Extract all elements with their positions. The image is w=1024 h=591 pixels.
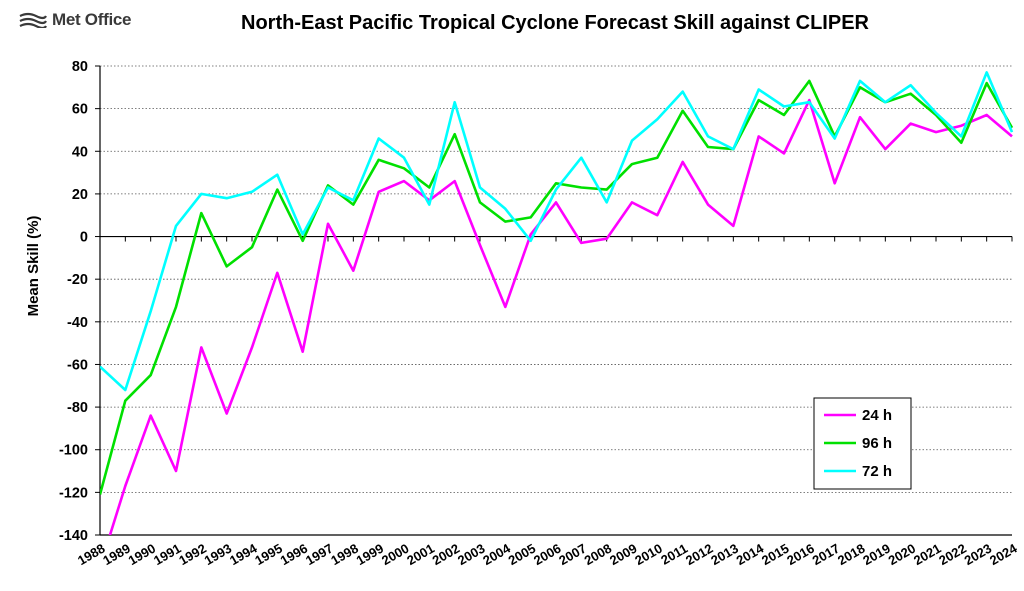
y-tick-label: 20 xyxy=(72,187,88,203)
y-tick-label: 40 xyxy=(72,144,88,160)
y-tick-label: -20 xyxy=(67,272,88,288)
y-tick-label: 60 xyxy=(72,102,88,118)
series-line-96h xyxy=(100,79,1014,495)
y-tick-label: -80 xyxy=(67,400,88,416)
gridlines xyxy=(100,65,1012,493)
chart-title: North-East Pacific Tropical Cyclone Fore… xyxy=(241,12,869,34)
y-tick-label: -60 xyxy=(67,357,88,373)
y-tick-label: -40 xyxy=(67,315,88,331)
series-line-72h xyxy=(100,71,1014,392)
y-tick-label: -100 xyxy=(59,443,88,459)
legend: 24 h 96 h 72 h xyxy=(813,397,912,490)
y-tick-label: -140 xyxy=(59,528,88,544)
y-tick-labels: -140 -120 -100 -80 -60 -40 -20 0 20 40 60 80 xyxy=(59,59,88,544)
axes xyxy=(95,65,1013,536)
legend-label: 24 h xyxy=(862,407,892,424)
legend-label: 72 h xyxy=(862,463,892,480)
legend-label: 96 h xyxy=(862,435,892,452)
x-tick-labels: 1988198919901991199219931994199519961997… xyxy=(75,540,1020,568)
series-line-24h xyxy=(108,98,1013,535)
wind-lines-icon xyxy=(19,12,47,28)
x-tick-label: 2024 xyxy=(987,540,1020,568)
y-axis-label: Mean Skill (%) xyxy=(25,216,42,317)
series-lines xyxy=(100,71,1014,535)
y-tick-label: -120 xyxy=(59,485,88,501)
y-tick-label: 80 xyxy=(72,59,88,75)
met-office-logo: Met Office xyxy=(18,10,131,30)
y-tick-label: 0 xyxy=(80,230,88,246)
logo-text: Met Office xyxy=(52,10,132,29)
